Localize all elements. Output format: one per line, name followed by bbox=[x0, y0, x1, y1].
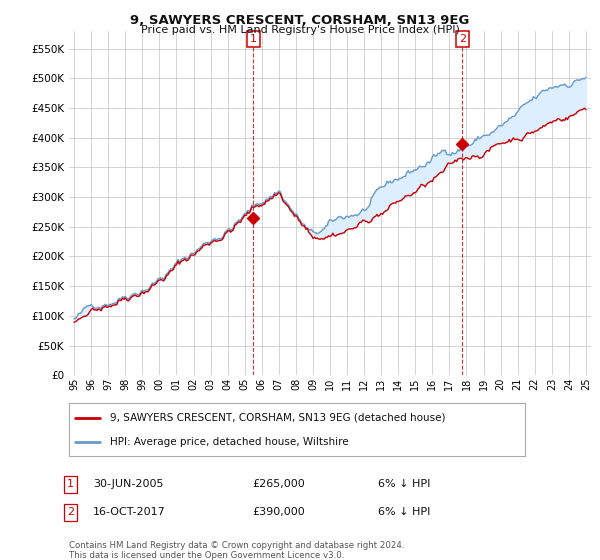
Text: 16-OCT-2017: 16-OCT-2017 bbox=[93, 507, 166, 517]
Text: 6% ↓ HPI: 6% ↓ HPI bbox=[378, 479, 430, 489]
Text: 9, SAWYERS CRESCENT, CORSHAM, SN13 9EG: 9, SAWYERS CRESCENT, CORSHAM, SN13 9EG bbox=[130, 14, 470, 27]
Text: 1: 1 bbox=[67, 479, 74, 489]
Text: 2: 2 bbox=[458, 34, 466, 44]
Text: 9, SAWYERS CRESCENT, CORSHAM, SN13 9EG (detached house): 9, SAWYERS CRESCENT, CORSHAM, SN13 9EG (… bbox=[110, 413, 446, 423]
Text: 1: 1 bbox=[250, 34, 257, 44]
Text: Contains HM Land Registry data © Crown copyright and database right 2024.: Contains HM Land Registry data © Crown c… bbox=[69, 541, 404, 550]
Text: 6% ↓ HPI: 6% ↓ HPI bbox=[378, 507, 430, 517]
Text: £265,000: £265,000 bbox=[252, 479, 305, 489]
Text: £390,000: £390,000 bbox=[252, 507, 305, 517]
Text: Price paid vs. HM Land Registry's House Price Index (HPI): Price paid vs. HM Land Registry's House … bbox=[140, 25, 460, 35]
Text: This data is licensed under the Open Government Licence v3.0.: This data is licensed under the Open Gov… bbox=[69, 551, 344, 560]
Text: HPI: Average price, detached house, Wiltshire: HPI: Average price, detached house, Wilt… bbox=[110, 437, 349, 447]
Text: 2: 2 bbox=[67, 507, 74, 517]
Text: 30-JUN-2005: 30-JUN-2005 bbox=[93, 479, 163, 489]
